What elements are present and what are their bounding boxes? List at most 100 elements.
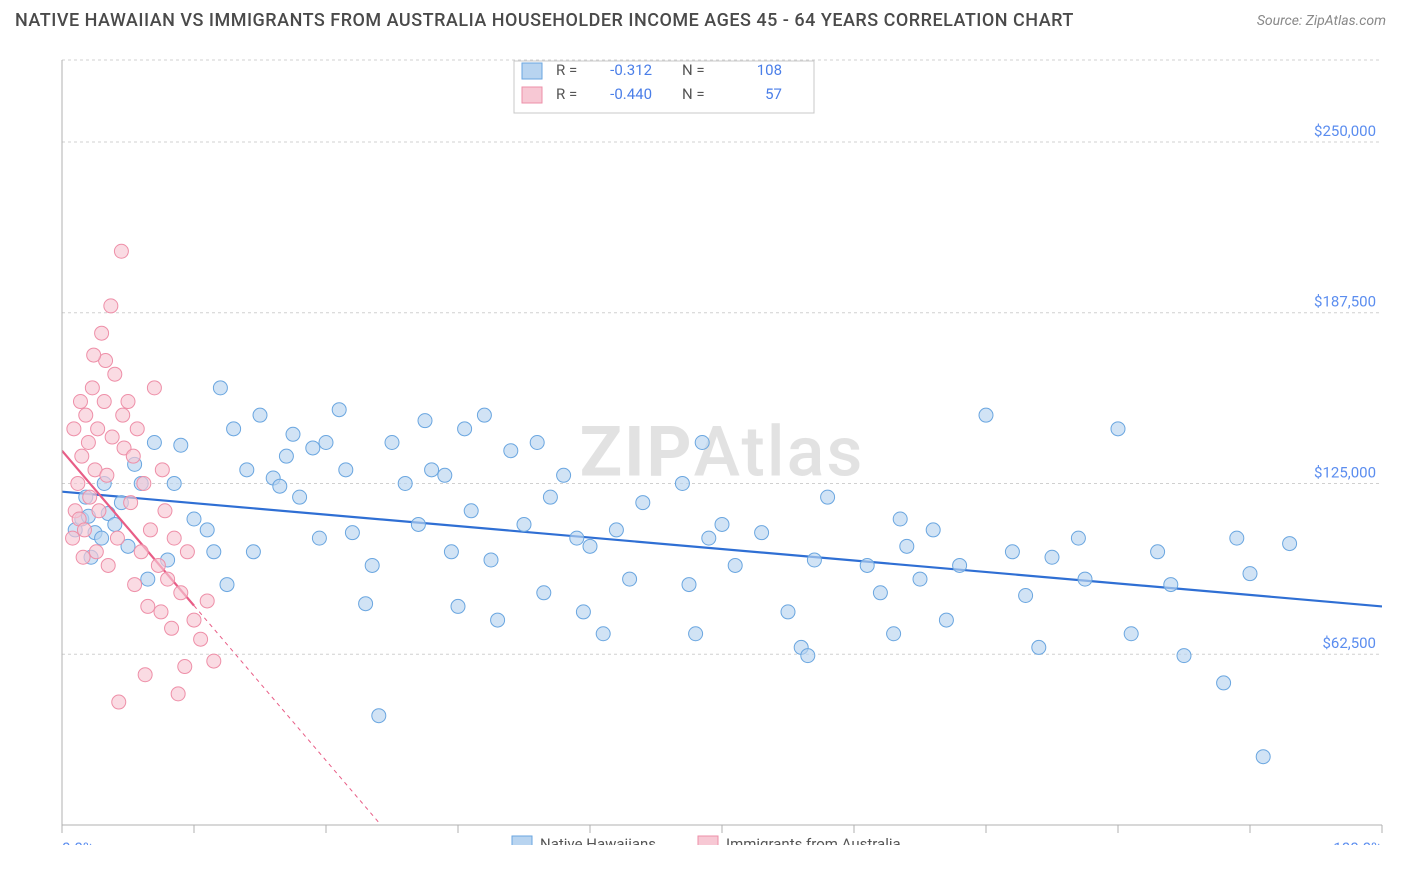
data-point xyxy=(130,422,144,436)
data-point xyxy=(151,558,165,572)
trend-line-dashed xyxy=(194,606,1382,845)
data-point xyxy=(158,504,172,518)
data-point xyxy=(557,468,571,482)
data-point xyxy=(451,599,465,613)
data-point xyxy=(207,654,221,668)
legend-label: Immigrants from Australia xyxy=(726,835,901,845)
data-point xyxy=(167,531,181,545)
data-point xyxy=(801,649,815,663)
data-point xyxy=(893,512,907,526)
data-point xyxy=(1111,422,1125,436)
data-point xyxy=(200,523,214,537)
data-point xyxy=(141,572,155,586)
data-point xyxy=(77,523,91,537)
data-point xyxy=(138,668,152,682)
data-point xyxy=(97,395,111,409)
data-point xyxy=(438,468,452,482)
data-point xyxy=(147,381,161,395)
data-point xyxy=(1243,567,1257,581)
data-point xyxy=(887,627,901,641)
data-point xyxy=(293,490,307,504)
data-point xyxy=(609,523,623,537)
data-point xyxy=(207,545,221,559)
data-point xyxy=(110,531,124,545)
data-point xyxy=(689,627,703,641)
data-point xyxy=(92,504,106,518)
stats-r-value: -0.440 xyxy=(610,85,652,103)
y-tick-label: $250,000 xyxy=(1314,122,1376,140)
data-point xyxy=(537,586,551,600)
data-point xyxy=(121,395,135,409)
data-point xyxy=(100,468,114,482)
data-point xyxy=(926,523,940,537)
data-point xyxy=(444,545,458,559)
data-point xyxy=(1151,545,1165,559)
data-point xyxy=(365,558,379,572)
data-point xyxy=(755,526,769,540)
data-point xyxy=(636,496,650,510)
chart-title: NATIVE HAWAIIAN VS IMMIGRANTS FROM AUSTR… xyxy=(15,10,1074,31)
data-point xyxy=(319,436,333,450)
data-point xyxy=(339,463,353,477)
data-point xyxy=(781,605,795,619)
data-point xyxy=(1230,531,1244,545)
data-point xyxy=(154,605,168,619)
data-point xyxy=(1177,649,1191,663)
data-point xyxy=(108,367,122,381)
data-point xyxy=(1256,750,1270,764)
data-point xyxy=(253,408,267,422)
data-point xyxy=(116,408,130,422)
stats-r-label: R = xyxy=(556,61,577,79)
data-point xyxy=(194,632,208,646)
data-point xyxy=(682,578,696,592)
data-point xyxy=(81,436,95,450)
data-point xyxy=(114,244,128,258)
x-tick-label: 100.0% xyxy=(1333,839,1382,845)
data-point xyxy=(167,476,181,490)
stats-r-value: -0.312 xyxy=(610,61,652,79)
data-point xyxy=(137,476,151,490)
data-point xyxy=(504,444,518,458)
data-point xyxy=(1032,640,1046,654)
data-point xyxy=(312,531,326,545)
legend-label: Native Hawaiians xyxy=(540,835,656,845)
y-tick-label: $187,500 xyxy=(1314,293,1376,311)
data-point xyxy=(187,512,201,526)
data-point xyxy=(174,586,188,600)
data-point xyxy=(200,594,214,608)
legend-swatch xyxy=(522,63,542,79)
data-point xyxy=(1071,531,1085,545)
data-point xyxy=(124,496,138,510)
data-point xyxy=(286,427,300,441)
data-point xyxy=(95,326,109,340)
data-point xyxy=(273,479,287,493)
data-point xyxy=(1124,627,1138,641)
data-point xyxy=(583,539,597,553)
data-point xyxy=(695,436,709,450)
data-point xyxy=(240,463,254,477)
data-point xyxy=(596,627,610,641)
data-point xyxy=(161,572,175,586)
chart-header: NATIVE HAWAIIAN VS IMMIGRANTS FROM AUSTR… xyxy=(0,0,1406,36)
data-point xyxy=(458,422,472,436)
data-point xyxy=(517,517,531,531)
data-point xyxy=(75,449,89,463)
data-point xyxy=(477,408,491,422)
data-point xyxy=(821,490,835,504)
data-point xyxy=(87,348,101,362)
data-point xyxy=(66,531,80,545)
data-point xyxy=(1019,589,1033,603)
data-point xyxy=(715,517,729,531)
data-point xyxy=(1217,676,1231,690)
data-point xyxy=(67,422,81,436)
data-point xyxy=(79,408,93,422)
stats-n-label: N = xyxy=(682,85,705,103)
data-point xyxy=(143,523,157,537)
data-point xyxy=(112,695,126,709)
x-tick-label: 0.0% xyxy=(62,839,94,845)
data-point xyxy=(85,381,99,395)
data-point xyxy=(913,572,927,586)
data-point xyxy=(385,436,399,450)
data-point xyxy=(979,408,993,422)
data-point xyxy=(702,531,716,545)
